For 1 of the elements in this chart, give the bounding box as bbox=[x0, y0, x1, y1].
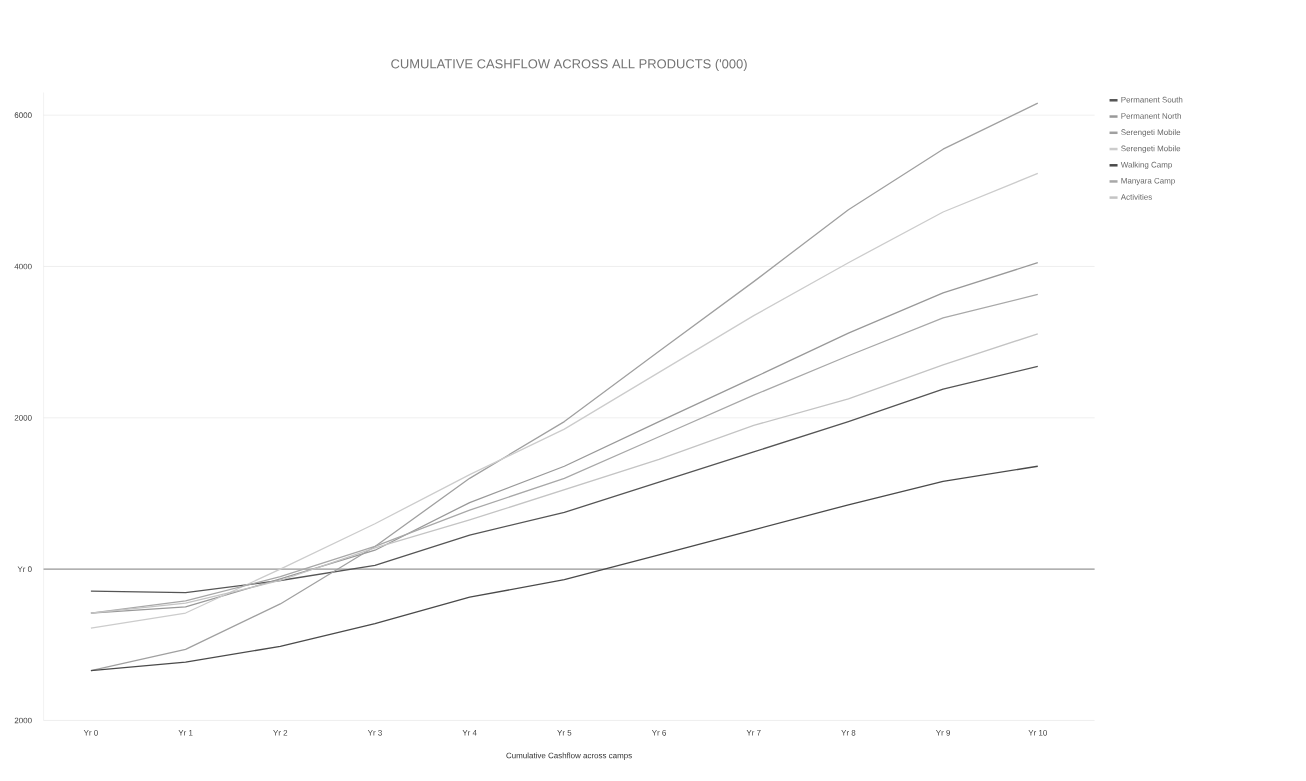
chart-title: CUMULATIVE CASHFLOW ACROSS ALL PRODUCTS ('000) bbox=[391, 58, 747, 71]
